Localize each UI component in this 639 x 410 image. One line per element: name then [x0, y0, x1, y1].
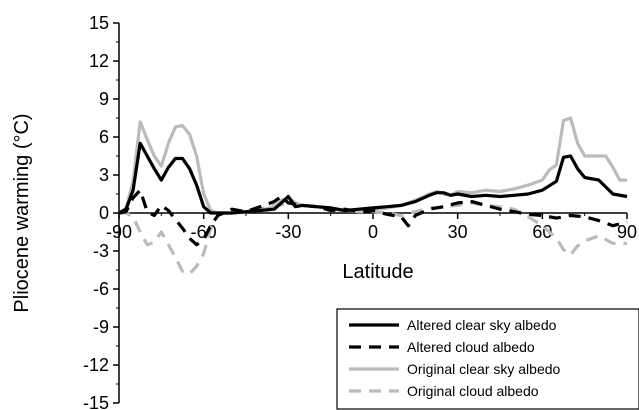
legend-label: Altered clear sky albedo	[407, 317, 557, 333]
x-tick-label: -30	[275, 222, 301, 242]
y-tick-label: -15	[83, 393, 109, 410]
x-tick-label: 30	[448, 222, 468, 242]
x-tick-label: -60	[191, 222, 217, 242]
x-tick-label: -90	[106, 222, 132, 242]
y-tick-label: -9	[93, 317, 109, 337]
legend-label: Original cloud albedo	[407, 383, 539, 399]
x-axis-title: Latitude	[342, 261, 413, 283]
y-tick-label: 6	[99, 127, 109, 147]
x-tick-label: 0	[368, 222, 378, 242]
y-axis-title: Pliocene warming (°C)	[11, 113, 33, 312]
series-lines	[118, 116, 628, 276]
y-axis-ticks: 15 12 9 6 3 0 -3 -6 -9 -12 -15	[83, 13, 119, 410]
legend-label: Altered cloud albedo	[407, 339, 535, 355]
x-tick-label: 60	[532, 222, 552, 242]
y-tick-label: -6	[93, 279, 109, 299]
x-tick-label: 90	[617, 222, 637, 242]
legend: Altered clear sky albedo Altered cloud al…	[336, 308, 639, 410]
legend-label: Original clear sky albedo	[407, 361, 561, 377]
y-tick-label: 9	[99, 89, 109, 109]
series-line-1	[118, 188, 628, 247]
y-tick-label: 15	[89, 13, 109, 33]
y-tick-label: 12	[89, 51, 109, 71]
y-tick-label: -12	[83, 355, 109, 375]
y-tick-label: 0	[99, 203, 109, 223]
y-tick-label: 3	[99, 165, 109, 185]
series-line-0	[118, 141, 628, 215]
y-tick-label: -3	[93, 241, 109, 261]
series-line-2	[118, 116, 627, 215]
